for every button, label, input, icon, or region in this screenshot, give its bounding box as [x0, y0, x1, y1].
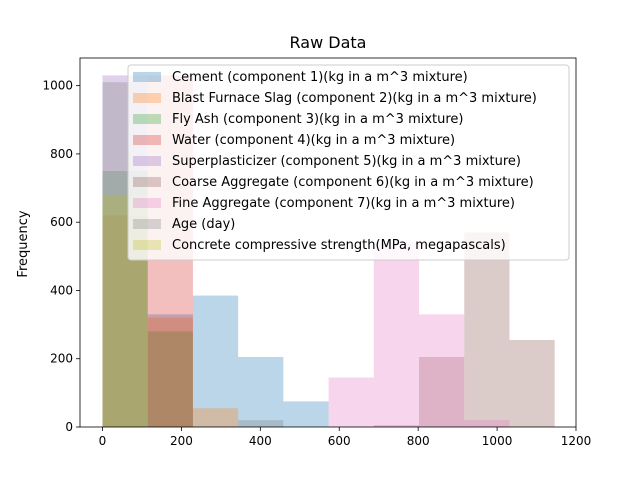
bar-series-1-bin-5 — [283, 401, 329, 427]
x-tick-label-600: 600 — [328, 434, 351, 448]
legend-box — [127, 64, 570, 261]
legend-swatch-1 — [133, 72, 161, 82]
legend-swatch-7 — [133, 198, 161, 208]
bar-series-7-bin-8 — [419, 314, 465, 427]
legend-swatch-4 — [133, 135, 161, 145]
bar-series-1-bin-3 — [192, 295, 239, 427]
bar-series-6-bin-8 — [419, 357, 465, 427]
y-tick-label-400: 400 — [50, 283, 73, 297]
bar-series-2-bin-3 — [192, 408, 239, 427]
bar-series-7-bin-6 — [328, 377, 374, 427]
y-tick-label-0: 0 — [65, 420, 73, 434]
legend-label-6: Coarse Aggregate (component 6)(kg in a m… — [172, 175, 534, 190]
bar-series-2-bin-2 — [147, 317, 193, 427]
legend-swatch-3 — [133, 114, 161, 124]
legend-label-2: Blast Furnace Slag (component 2)(kg in a… — [172, 91, 537, 106]
bar-series-3-bin-2 — [147, 331, 193, 427]
bar-series-6-bin-9 — [464, 232, 510, 427]
y-tick-label-600: 600 — [50, 215, 73, 229]
legend-swatch-8 — [133, 219, 161, 229]
legend-label-4: Water (component 4)(kg in a m^3 mixture) — [172, 133, 455, 148]
legend-label-1: Cement (component 1)(kg in a m^3 mixture… — [172, 70, 468, 85]
y-axis-label: Frequency — [16, 210, 31, 277]
bar-series-7-bin-9 — [464, 420, 510, 427]
legend: Cement (component 1)(kg in a m^3 mixture… — [127, 64, 570, 261]
x-tick-label-400: 400 — [249, 434, 272, 448]
chart-title: Raw Data — [290, 33, 367, 52]
legend-swatch-2 — [133, 93, 161, 103]
x-tick-label-800: 800 — [407, 434, 430, 448]
legend-label-8: Age (day) — [172, 217, 235, 232]
y-tick-label-800: 800 — [50, 147, 73, 161]
x-tick-label-1000: 1000 — [482, 434, 513, 448]
legend-label-7: Fine Aggregate (component 7)(kg in a m^3… — [172, 196, 515, 211]
bar-series-6-bin-10 — [509, 339, 555, 427]
axes-layer: 0 200 400 600 800 1000 1200 0 200 400 600 800 1000 — [42, 57, 592, 448]
legend-swatch-6 — [133, 177, 161, 187]
y-tick-label-200: 200 — [50, 352, 73, 366]
x-tick-label-200: 200 — [170, 434, 193, 448]
legend-label-3: Fly Ash (component 3)(kg in a m^3 mixtur… — [172, 112, 464, 127]
x-tick-label-1200: 1200 — [561, 434, 592, 448]
bar-series-1-bin-2 — [147, 314, 193, 427]
legend-swatch-5 — [133, 156, 161, 166]
bar-series-6-bin-7 — [373, 425, 420, 427]
y-tick-label-1000: 1000 — [42, 79, 73, 93]
bar-series-7-bin-7 — [373, 242, 420, 427]
legend-swatch-9 — [133, 240, 161, 250]
plot-frame — [79, 57, 577, 428]
x-tick-label-0: 0 — [99, 434, 107, 448]
legend-label-9: Concrete compressive strength(MPa, megap… — [172, 238, 506, 253]
legend-label-5: Superplasticizer (component 5)(kg in a m… — [172, 154, 521, 169]
bar-series-8-bin-4 — [238, 420, 284, 427]
bar-series-1-bin-4 — [238, 357, 284, 427]
